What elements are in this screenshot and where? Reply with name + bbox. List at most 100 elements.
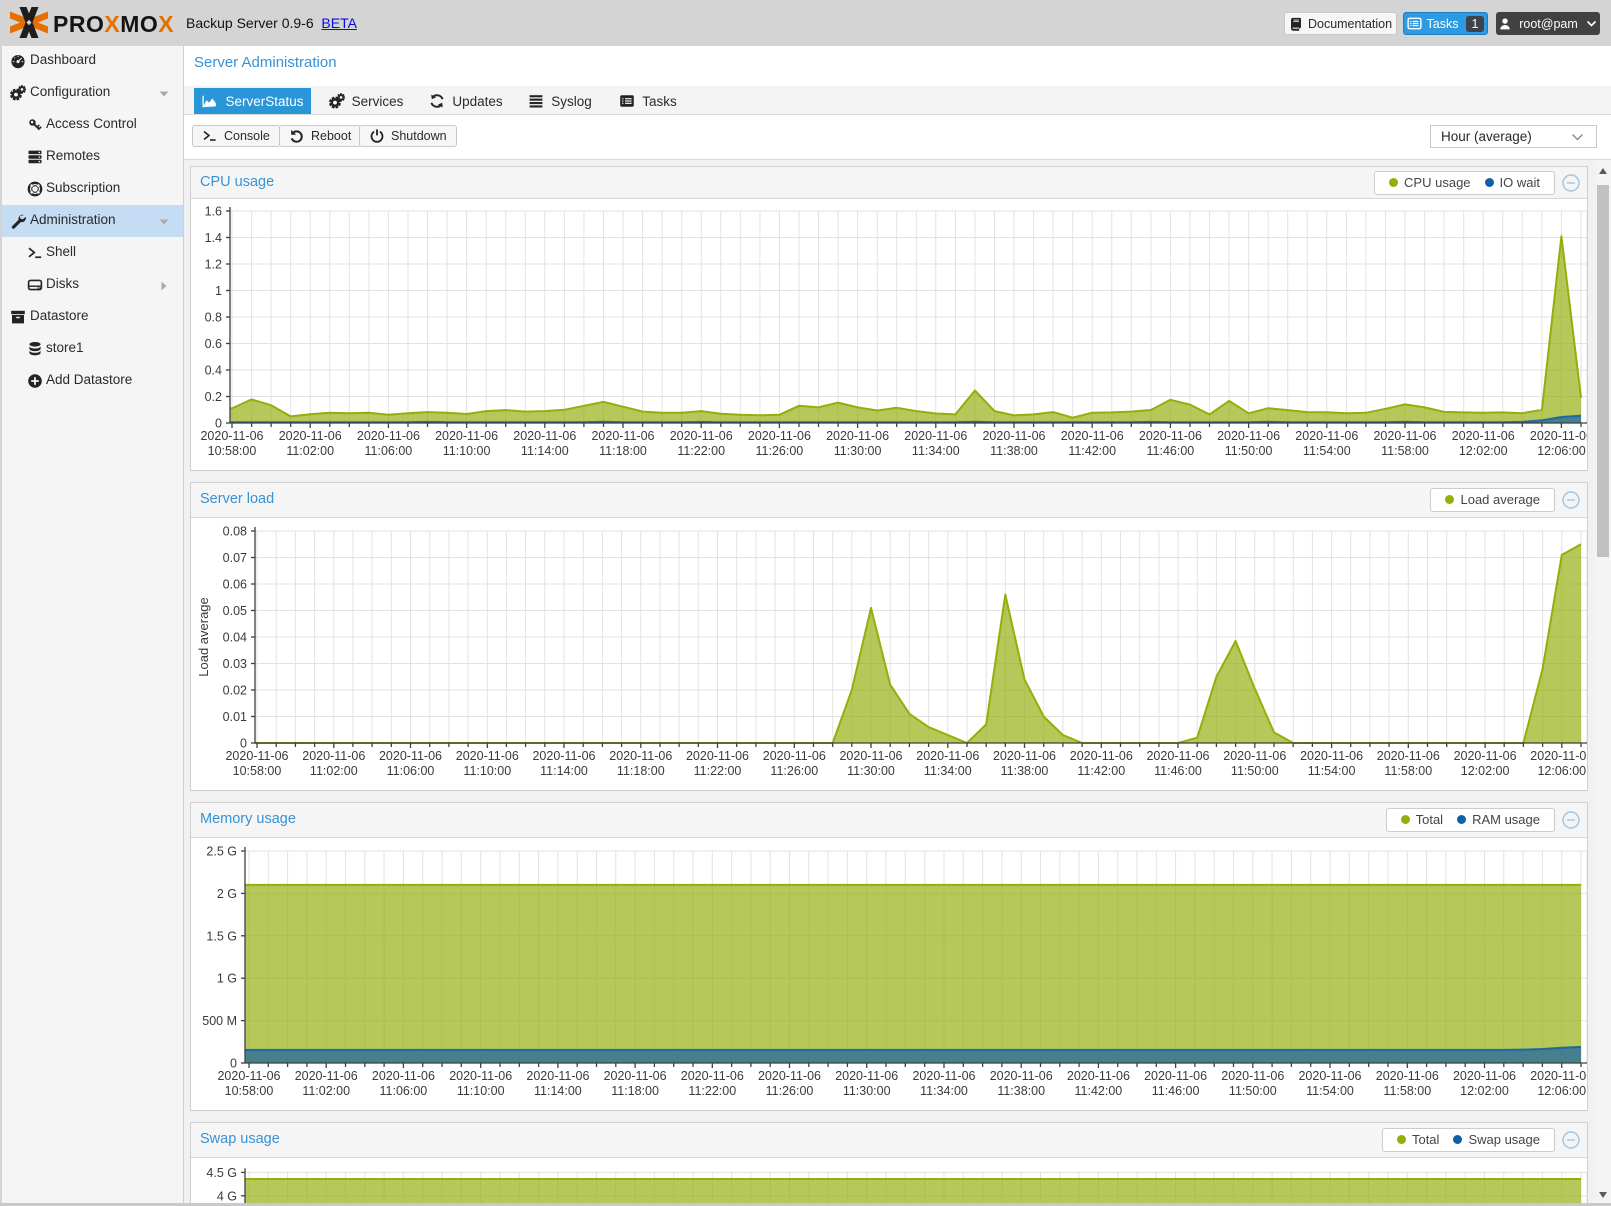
- svg-text:11:46:00: 11:46:00: [1147, 444, 1195, 458]
- svg-text:2020-11-06: 2020-11-06: [1221, 1069, 1284, 1083]
- svg-text:11:02:00: 11:02:00: [286, 444, 334, 458]
- svg-text:2020-11-06: 2020-11-06: [1139, 429, 1202, 443]
- svg-text:2020-11-06: 2020-11-06: [993, 749, 1056, 763]
- svg-text:12:06:00: 12:06:00: [1537, 444, 1586, 458]
- svg-text:2020-11-06: 2020-11-06: [1067, 1069, 1130, 1083]
- svg-text:11:26:00: 11:26:00: [770, 764, 818, 778]
- svg-text:11:26:00: 11:26:00: [766, 1084, 814, 1098]
- svg-text:11:22:00: 11:22:00: [694, 764, 742, 778]
- svg-text:2020-11-06: 2020-11-06: [532, 749, 595, 763]
- svg-text:11:02:00: 11:02:00: [310, 764, 358, 778]
- svg-text:2020-11-06: 2020-11-06: [379, 749, 442, 763]
- svg-text:12:06:00: 12:06:00: [1537, 1084, 1586, 1098]
- svg-text:2020-11-06: 2020-11-06: [526, 1069, 589, 1083]
- svg-text:Load average: Load average: [196, 597, 211, 677]
- svg-text:11:26:00: 11:26:00: [756, 444, 804, 458]
- svg-text:0.6: 0.6: [205, 337, 222, 351]
- svg-text:1.5 G: 1.5 G: [206, 929, 237, 943]
- svg-text:2020-11-06: 2020-11-06: [1377, 749, 1440, 763]
- svg-text:11:46:00: 11:46:00: [1154, 764, 1202, 778]
- svg-text:2020-11-06: 2020-11-06: [1452, 429, 1515, 443]
- svg-text:2020-11-06: 2020-11-06: [604, 1069, 667, 1083]
- svg-text:11:38:00: 11:38:00: [990, 444, 1038, 458]
- svg-text:2020-11-06: 2020-11-06: [225, 749, 288, 763]
- svg-text:500 M: 500 M: [202, 1014, 237, 1028]
- svg-text:2020-11-06: 2020-11-06: [456, 749, 519, 763]
- svg-text:1 G: 1 G: [217, 971, 237, 985]
- svg-text:11:58:00: 11:58:00: [1384, 764, 1432, 778]
- svg-text:11:30:00: 11:30:00: [834, 444, 882, 458]
- svg-text:11:06:00: 11:06:00: [387, 764, 435, 778]
- svg-text:0.03: 0.03: [223, 657, 247, 671]
- svg-text:2020-11-06: 2020-11-06: [1061, 429, 1124, 443]
- svg-text:1.2: 1.2: [205, 257, 222, 271]
- svg-text:2020-11-06: 2020-11-06: [835, 1069, 898, 1083]
- svg-text:2020-11-06: 2020-11-06: [1376, 1069, 1439, 1083]
- svg-text:2020-11-06: 2020-11-06: [279, 429, 342, 443]
- svg-text:11:34:00: 11:34:00: [924, 764, 972, 778]
- svg-text:0.01: 0.01: [223, 710, 247, 724]
- svg-text:0.2: 0.2: [205, 390, 222, 404]
- svg-text:2020-11-06: 2020-11-06: [1298, 1069, 1361, 1083]
- svg-text:2020-11-06: 2020-11-06: [912, 1069, 975, 1083]
- svg-text:0.8: 0.8: [205, 310, 222, 324]
- svg-text:2020-11-06: 2020-11-06: [302, 749, 365, 763]
- svg-text:2020-11-06: 2020-11-06: [916, 749, 979, 763]
- svg-text:11:18:00: 11:18:00: [617, 764, 665, 778]
- svg-text:2020-11-06: 2020-11-06: [763, 749, 826, 763]
- svg-text:11:22:00: 11:22:00: [688, 1084, 736, 1098]
- svg-text:2020-11-06: 2020-11-06: [513, 429, 576, 443]
- svg-text:2020-11-06: 2020-11-06: [435, 429, 498, 443]
- svg-text:1.4: 1.4: [205, 231, 222, 245]
- svg-text:2020-11-06: 2020-11-06: [217, 1069, 280, 1083]
- svg-text:11:18:00: 11:18:00: [599, 444, 647, 458]
- svg-text:0.07: 0.07: [223, 551, 247, 565]
- svg-text:2020-11-06: 2020-11-06: [990, 1069, 1053, 1083]
- svg-text:2020-11-06: 2020-11-06: [904, 429, 967, 443]
- svg-text:2020-11-06: 2020-11-06: [609, 749, 672, 763]
- svg-text:2020-11-06: 2020-11-06: [686, 749, 749, 763]
- svg-text:2020-11-06: 2020-11-06: [1295, 429, 1358, 443]
- svg-text:2020-11-06: 2020-11-06: [839, 749, 902, 763]
- svg-text:11:06:00: 11:06:00: [380, 1084, 428, 1098]
- svg-text:11:58:00: 11:58:00: [1381, 444, 1429, 458]
- svg-text:12:06:00: 12:06:00: [1537, 764, 1586, 778]
- svg-text:11:54:00: 11:54:00: [1306, 1084, 1354, 1098]
- svg-text:2020-11-06: 2020-11-06: [1530, 429, 1587, 443]
- svg-text:2020-11-06: 2020-11-06: [681, 1069, 744, 1083]
- svg-text:11:50:00: 11:50:00: [1231, 764, 1279, 778]
- svg-text:12:02:00: 12:02:00: [1460, 1084, 1509, 1098]
- svg-text:11:06:00: 11:06:00: [365, 444, 413, 458]
- svg-text:2020-11-06: 2020-11-06: [826, 429, 889, 443]
- svg-text:2020-11-06: 2020-11-06: [1454, 749, 1517, 763]
- svg-text:2020-11-06: 2020-11-06: [982, 429, 1045, 443]
- svg-text:2020-11-06: 2020-11-06: [591, 429, 654, 443]
- svg-text:2020-11-06: 2020-11-06: [372, 1069, 435, 1083]
- svg-text:11:10:00: 11:10:00: [463, 764, 511, 778]
- svg-text:0: 0: [240, 736, 247, 750]
- svg-text:2020-11-06: 2020-11-06: [357, 429, 420, 443]
- svg-text:0: 0: [215, 416, 222, 430]
- svg-text:11:46:00: 11:46:00: [1152, 1084, 1200, 1098]
- svg-text:2020-11-06: 2020-11-06: [670, 429, 733, 443]
- svg-text:11:42:00: 11:42:00: [1077, 764, 1125, 778]
- svg-text:2020-11-06: 2020-11-06: [1217, 429, 1280, 443]
- svg-text:0.02: 0.02: [223, 683, 247, 697]
- svg-text:2020-11-06: 2020-11-06: [758, 1069, 821, 1083]
- svg-text:2.5 G: 2.5 G: [206, 844, 237, 858]
- svg-text:0.06: 0.06: [223, 577, 247, 591]
- svg-text:2020-11-06: 2020-11-06: [1530, 1069, 1587, 1083]
- svg-text:11:54:00: 11:54:00: [1303, 444, 1351, 458]
- svg-text:11:02:00: 11:02:00: [302, 1084, 350, 1098]
- svg-text:2020-11-06: 2020-11-06: [1146, 749, 1209, 763]
- svg-text:0.04: 0.04: [223, 630, 247, 644]
- svg-text:11:38:00: 11:38:00: [1001, 764, 1049, 778]
- svg-text:11:30:00: 11:30:00: [843, 1084, 891, 1098]
- svg-text:11:38:00: 11:38:00: [997, 1084, 1045, 1098]
- svg-text:1: 1: [215, 284, 222, 298]
- svg-text:11:10:00: 11:10:00: [443, 444, 491, 458]
- svg-text:11:30:00: 11:30:00: [847, 764, 895, 778]
- svg-text:11:58:00: 11:58:00: [1383, 1084, 1431, 1098]
- svg-text:2020-11-06: 2020-11-06: [1223, 749, 1286, 763]
- svg-text:2020-11-06: 2020-11-06: [1530, 749, 1587, 763]
